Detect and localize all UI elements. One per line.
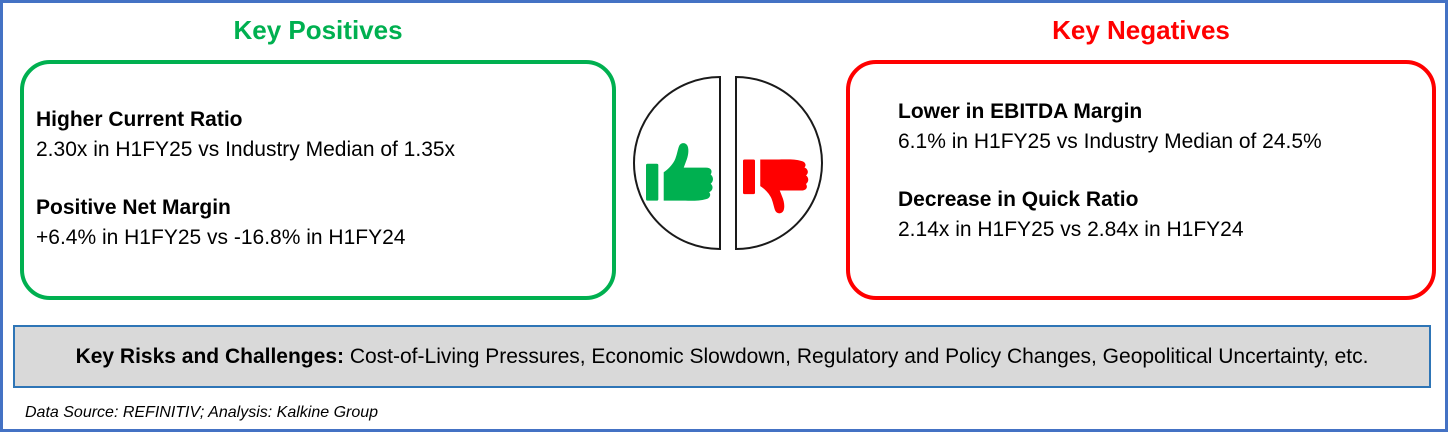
key-negatives-box: Lower in EBITDA Margin 6.1% in H1FY25 vs… xyxy=(846,60,1436,300)
negative-point-detail: 2.14x in H1FY25 vs 2.84x in H1FY24 xyxy=(898,218,1244,241)
negative-point-heading: Decrease in Quick Ratio xyxy=(898,188,1139,211)
positive-point: Higher Current Ratio 2.30x in H1FY25 vs … xyxy=(36,105,598,165)
key-positives-title: Key Positives xyxy=(233,15,403,45)
thumbs-split-circle-graphic xyxy=(633,75,823,251)
negative-point-heading: Lower in EBITDA Margin xyxy=(898,100,1143,123)
positive-point-detail: +6.4% in H1FY25 vs -16.8% in H1FY24 xyxy=(36,226,406,249)
positive-point-heading: Positive Net Margin xyxy=(36,196,231,219)
negative-point: Lower in EBITDA Margin 6.1% in H1FY25 vs… xyxy=(898,97,1418,157)
risks-text: Cost-of-Living Pressures, Economic Slowd… xyxy=(344,344,1369,368)
positive-point: Positive Net Margin +6.4% in H1FY25 vs -… xyxy=(36,193,598,253)
key-positives-box: Higher Current Ratio 2.30x in H1FY25 vs … xyxy=(20,60,616,300)
thumbs-down-icon xyxy=(743,159,809,214)
risks-label: Key Risks and Challenges: xyxy=(75,344,344,368)
negative-point-detail: 6.1% in H1FY25 vs Industry Median of 24.… xyxy=(898,130,1322,153)
negative-point: Decrease in Quick Ratio 2.14x in H1FY25 … xyxy=(898,185,1418,245)
key-negatives-title: Key Negatives xyxy=(1052,15,1230,45)
positive-point-detail: 2.30x in H1FY25 vs Industry Median of 1.… xyxy=(36,138,456,161)
positive-point-heading: Higher Current Ratio xyxy=(36,108,243,131)
data-source-note: Data Source: REFINITIV; Analysis: Kalkin… xyxy=(25,404,379,421)
thumbs-up-icon xyxy=(646,143,713,201)
key-risks-bar: Key Risks and Challenges: Cost-of-Living… xyxy=(13,325,1431,388)
